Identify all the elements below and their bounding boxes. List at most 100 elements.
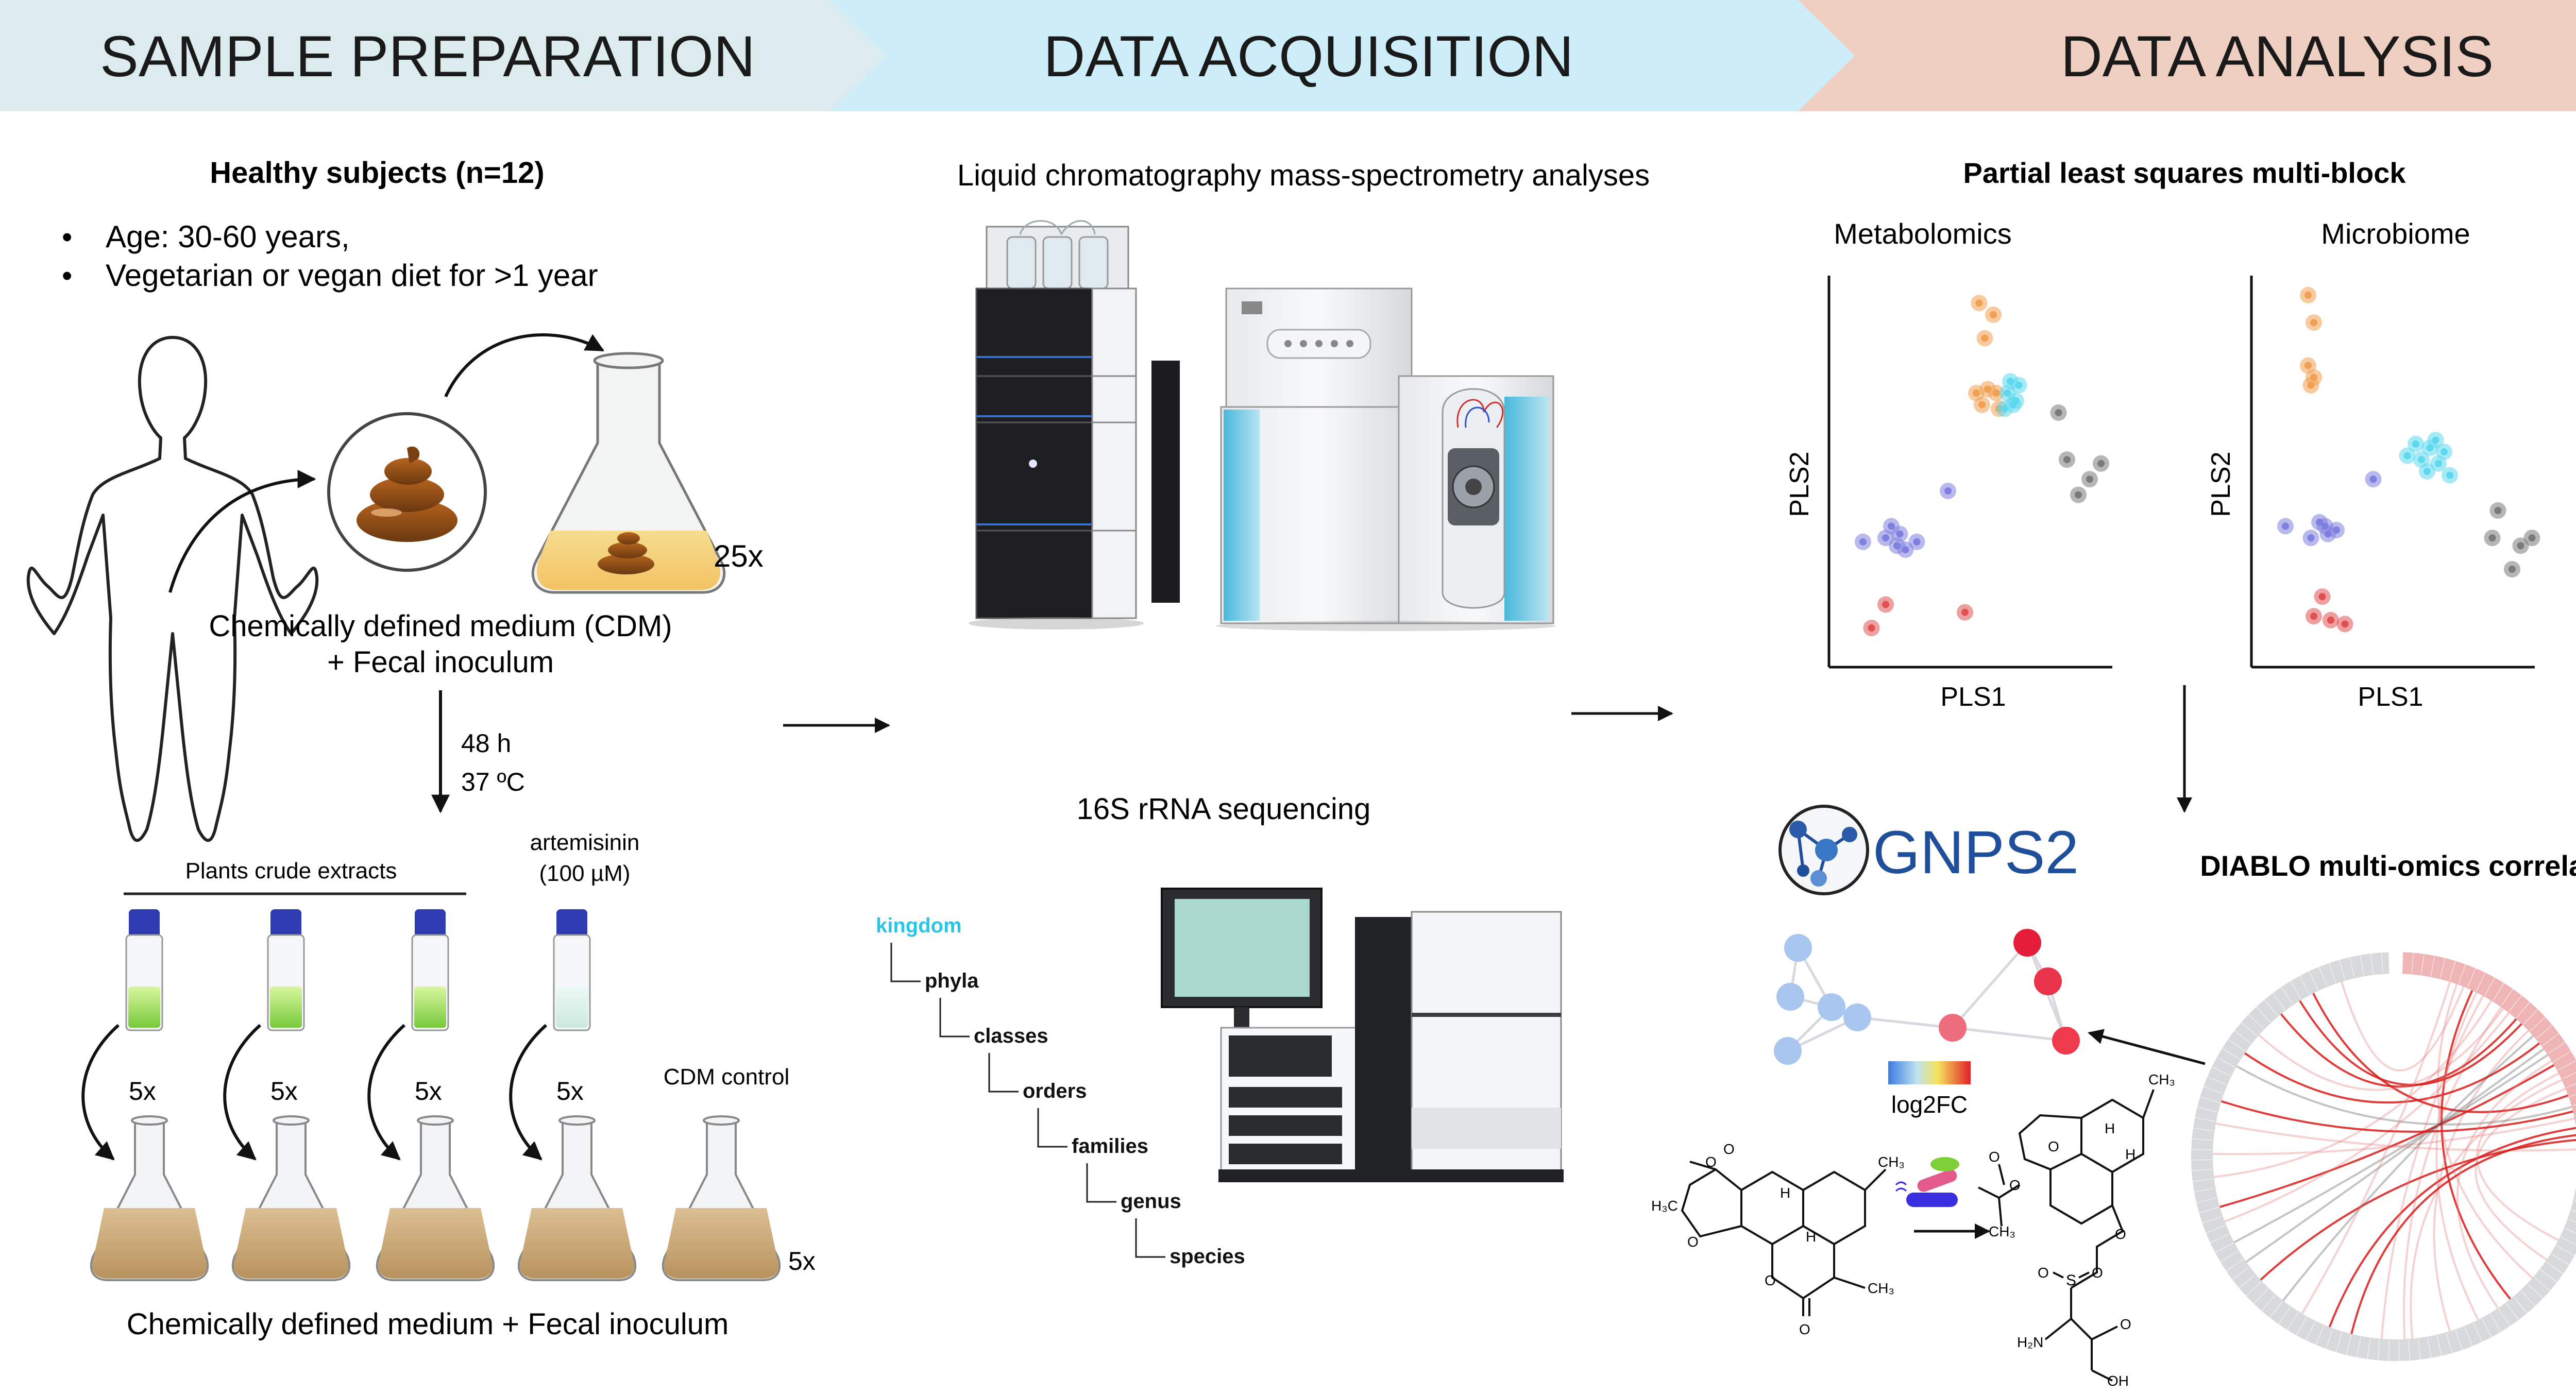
culture-flask-icon <box>231 1115 351 1281</box>
diablo-to-network-arrow <box>2088 1029 2206 1065</box>
data-point-core <box>2528 534 2536 542</box>
inoculation-arrow <box>444 333 605 398</box>
circos-chord <box>2224 1012 2510 1222</box>
circos-tick <box>2411 953 2414 974</box>
bullet-mark: • <box>62 259 72 293</box>
flask-count-label: 25x <box>714 539 764 573</box>
circos-tick <box>2261 1295 2276 1312</box>
circos-tick <box>2315 1325 2325 1345</box>
diablo-circos-plot <box>2191 952 2576 1361</box>
data-point-core <box>2432 436 2439 444</box>
data-point-core <box>2424 468 2431 475</box>
circos-tick <box>2548 1042 2566 1054</box>
data-point-core <box>1981 334 1989 342</box>
circos-chord <box>2260 1138 2576 1281</box>
taxonomy-level-genus: genus <box>1121 1190 1181 1213</box>
artemisinin-atom-label: O <box>1687 1234 1699 1250</box>
taxonomy-connector <box>939 998 970 1038</box>
circos-tick <box>2203 1086 2223 1094</box>
circos-tick <box>2565 1228 2576 1234</box>
circos-chord <box>2301 981 2451 1314</box>
data-point-core <box>2307 381 2315 389</box>
data-point-core <box>2369 475 2377 483</box>
circos-tick <box>2246 1281 2262 1297</box>
data-point-core <box>1990 311 1997 318</box>
bullet-item-age: Age: 30-60 years, <box>106 219 350 254</box>
data-point-core <box>2097 460 2105 467</box>
data-point-core <box>2327 616 2334 624</box>
circos-tick <box>2388 1340 2390 1361</box>
circos-tick <box>2467 968 2476 988</box>
circos-tick <box>2256 1007 2271 1023</box>
bullet-item-diet: Vegetarian or vegan diet for >1 year <box>106 258 598 293</box>
network-edge <box>1857 1016 1953 1029</box>
circos-chord <box>2258 1008 2504 1091</box>
data-point-core <box>2488 534 2496 542</box>
circos-tick <box>2367 1338 2371 1359</box>
product-atom-label: O <box>2038 1265 2049 1281</box>
data-point-core <box>1868 624 1875 632</box>
product-atom-label: O <box>2009 1177 2021 1193</box>
circos-chord <box>2233 1054 2549 1244</box>
circos-chord <box>2280 1013 2517 1088</box>
data-point-core <box>2509 566 2516 573</box>
data-point-core <box>1882 601 1889 608</box>
data-point-core <box>2418 456 2425 464</box>
data-point-core <box>1944 487 1952 495</box>
data-point-core <box>2403 452 2411 460</box>
taxonomy-connector <box>988 1053 1019 1093</box>
header-bar <box>0 0 2576 111</box>
network-node <box>1939 1014 1967 1042</box>
human-body-outline <box>26 336 319 842</box>
gnps-logo-icon <box>1778 805 1869 895</box>
taxonomy-level-phyla: phyla <box>925 970 979 992</box>
product-structure <box>1978 1089 2155 1382</box>
data-point-core <box>1888 522 1895 530</box>
product-atom-label: O <box>1989 1149 2000 1165</box>
circos-tick <box>2199 1206 2219 1214</box>
circos-tick <box>2325 1329 2333 1349</box>
data-point-core <box>2446 471 2453 479</box>
data-point-core <box>2004 389 2011 397</box>
data-point-core <box>2333 526 2340 534</box>
culture-flask-icon <box>517 1115 637 1281</box>
circos-chord <box>2236 1065 2572 1126</box>
data-point-core <box>2310 613 2317 620</box>
circos-tick <box>2534 1277 2551 1291</box>
artemisinin-atom-label: O <box>1723 1141 1735 1157</box>
circos-tick <box>2501 989 2514 1006</box>
network-node <box>1774 1037 1802 1065</box>
product-atom-label: CH₃ <box>1989 1223 2015 1239</box>
plot-metabolomics-title: Metabolomics <box>1834 217 2011 250</box>
log2fc-label: log2FC <box>1891 1091 1968 1118</box>
circos-tick <box>2241 1022 2258 1036</box>
circos-tick <box>2561 1236 2576 1245</box>
header-data-acquisition <box>829 0 1855 111</box>
circos-tick <box>2210 1234 2229 1244</box>
circos-tick <box>2226 1259 2244 1271</box>
circos-tick <box>2349 957 2355 978</box>
replicate-count-label: 5x <box>129 1077 156 1106</box>
data-point-core <box>1975 299 1983 307</box>
circos-chord <box>2245 1048 2545 1263</box>
taxonomy-connector <box>1037 1108 1067 1148</box>
circos-tick <box>2281 987 2293 1005</box>
circos-tick <box>2299 976 2310 995</box>
data-point-core <box>2086 475 2093 483</box>
data-point-core <box>2310 319 2317 327</box>
lcms-title: Liquid chromatography mass-spectrometry … <box>957 159 1650 192</box>
circos-tick <box>2381 952 2383 973</box>
circos-chord <box>2476 1073 2560 1242</box>
data-point-core <box>2341 620 2349 628</box>
incubation-temperature: 37 ºC <box>461 768 525 796</box>
circos-tick <box>2439 958 2446 978</box>
artemisinin-concentration: (100 µM) <box>539 861 631 886</box>
product-atom-label: O <box>2092 1265 2103 1281</box>
artemisinin-atom-label: O <box>1705 1154 1717 1170</box>
data-point-core <box>2435 460 2442 467</box>
circos-tick <box>2523 1009 2538 1025</box>
circos-chord <box>2213 1000 2493 1178</box>
data-point-core <box>1882 534 1889 542</box>
data-point-core <box>2055 409 2062 416</box>
